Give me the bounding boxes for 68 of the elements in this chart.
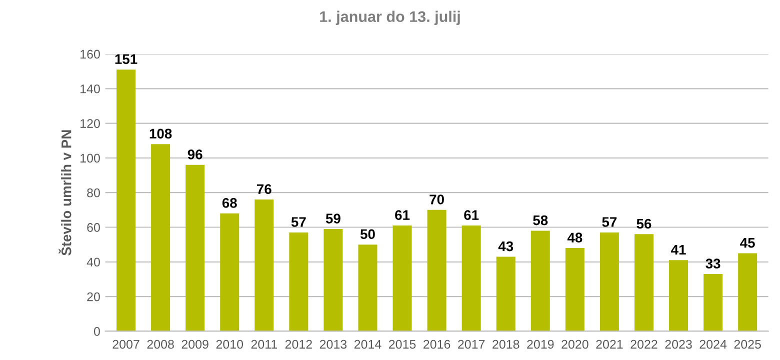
y-tick-label: 80 xyxy=(87,188,100,198)
x-tick-label: 2010 xyxy=(216,340,244,349)
data-label: 61 xyxy=(464,210,479,220)
bar xyxy=(738,253,758,332)
y-tick-label: 60 xyxy=(87,223,100,232)
y-tick-label: 140 xyxy=(80,84,100,94)
bar xyxy=(565,248,584,332)
y-tick-label: 20 xyxy=(87,292,100,302)
data-label: 61 xyxy=(395,210,410,220)
x-tick-label: 2012 xyxy=(285,340,312,349)
x-tick-label: 2021 xyxy=(596,340,623,349)
data-label: 58 xyxy=(533,215,548,226)
bar xyxy=(358,244,378,332)
y-tick-label: 160 xyxy=(80,50,100,59)
bar xyxy=(427,210,446,332)
bar xyxy=(634,234,654,332)
chart-title: 1. januar do 13. julij xyxy=(320,10,460,26)
x-tick-label: 2015 xyxy=(388,340,416,349)
data-label: 33 xyxy=(706,258,720,269)
bar xyxy=(186,164,205,332)
y-tick-label: 120 xyxy=(80,119,100,128)
bar xyxy=(669,260,688,332)
bar xyxy=(462,226,481,332)
x-tick-label: 2024 xyxy=(700,340,727,349)
x-tick-label: 2017 xyxy=(458,340,485,349)
y-tick-label: 100 xyxy=(80,154,100,163)
x-tick-label: 2018 xyxy=(492,340,520,349)
bar xyxy=(289,232,308,332)
x-tick-label: 2016 xyxy=(424,340,450,349)
y-tick-label: 0 xyxy=(94,327,100,336)
bar xyxy=(254,200,274,332)
y-tick-label: 40 xyxy=(86,258,100,267)
x-tick-label: 2023 xyxy=(665,340,692,349)
x-tick-label: 2020 xyxy=(562,340,588,349)
x-tick-label: 2025 xyxy=(734,340,761,349)
data-label: 50 xyxy=(360,229,375,240)
data-label: 68 xyxy=(222,198,237,208)
data-label: 43 xyxy=(498,241,514,252)
bar xyxy=(704,274,723,332)
y-axis-title: Število umrlih v PN xyxy=(58,130,72,256)
x-tick-label: 2013 xyxy=(320,340,347,349)
data-label: 56 xyxy=(636,218,652,229)
data-label: 57 xyxy=(602,217,617,227)
x-tick-label: 2008 xyxy=(147,340,174,349)
data-label: 70 xyxy=(430,194,444,204)
bar xyxy=(220,213,240,332)
x-tick-label: 2007 xyxy=(112,340,140,349)
x-tick-label: 2019 xyxy=(527,340,554,349)
data-label: 59 xyxy=(326,214,340,224)
x-tick-label: 2011 xyxy=(251,340,277,349)
bar xyxy=(116,70,136,332)
data-label: 48 xyxy=(567,232,582,243)
bar xyxy=(496,256,516,332)
bar xyxy=(530,230,550,332)
bar xyxy=(392,226,412,332)
data-label: 108 xyxy=(150,128,172,139)
x-tick-label: 2014 xyxy=(354,340,382,349)
data-label: 41 xyxy=(671,244,686,255)
x-tick-label: 2009 xyxy=(182,340,208,349)
data-label: 57 xyxy=(291,217,306,227)
bar xyxy=(600,232,619,332)
data-label: 96 xyxy=(188,150,202,160)
x-tick-label: 2022 xyxy=(630,340,658,349)
bar xyxy=(324,228,343,332)
data-label: 76 xyxy=(257,184,272,194)
data-label: 151 xyxy=(115,54,138,64)
bar xyxy=(151,144,170,332)
data-label: 45 xyxy=(740,238,755,248)
